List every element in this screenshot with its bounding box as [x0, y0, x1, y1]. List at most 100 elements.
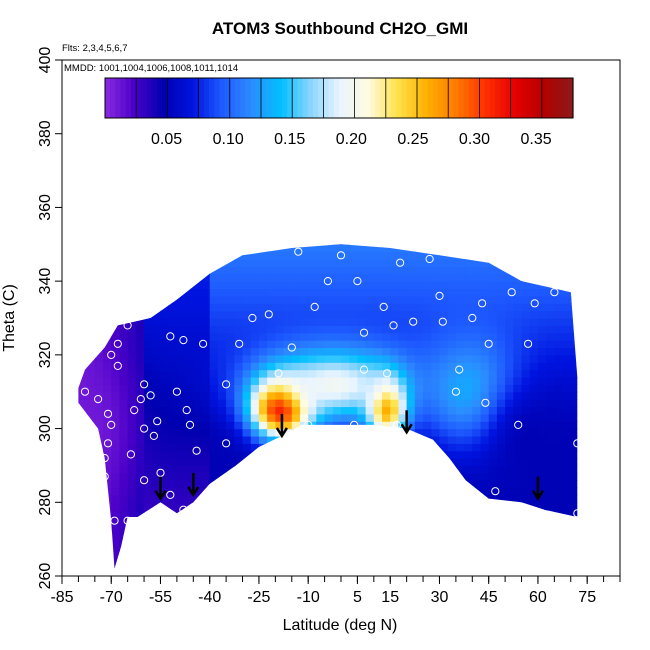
- field-cell: [324, 325, 334, 334]
- field-cell: [546, 406, 555, 415]
- field-cell: [185, 376, 194, 385]
- obs-point: [491, 487, 500, 496]
- field-cell: [562, 413, 572, 422]
- field-cell: [537, 303, 547, 312]
- field-cell: [135, 384, 145, 393]
- colorbar-swatch: [240, 78, 246, 118]
- field-cell: [209, 443, 219, 452]
- field-cell: [562, 325, 572, 334]
- field-cell: [365, 259, 375, 267]
- field-cell: [414, 325, 424, 334]
- colorbar-swatch: [245, 78, 252, 118]
- field-cell: [176, 318, 186, 326]
- field-cell: [423, 295, 432, 304]
- field-cell: [258, 281, 268, 290]
- field-cell: [513, 399, 523, 408]
- field-cell: [349, 273, 359, 282]
- field-cell: [455, 295, 465, 304]
- field-cell: [226, 362, 235, 371]
- field-cell: [185, 369, 194, 378]
- field-cell: [496, 295, 506, 304]
- field-cell: [267, 354, 276, 363]
- field-cell: [299, 266, 309, 275]
- field-cell: [390, 340, 400, 349]
- field-cell: [373, 413, 383, 422]
- field-cell: [472, 332, 482, 341]
- field-cell: [94, 428, 104, 437]
- field-cell: [316, 406, 326, 415]
- field-cell: [250, 413, 260, 422]
- field-cell: [357, 281, 367, 290]
- field-cell: [570, 443, 578, 452]
- field-cell: [554, 310, 564, 319]
- field-cell: [242, 332, 252, 341]
- field-cell: [439, 354, 449, 363]
- field-cell: [176, 487, 186, 496]
- field-cell: [382, 332, 391, 341]
- field-cell: [324, 354, 334, 363]
- colorbar-swatch: [463, 78, 470, 118]
- colorbar-swatch: [427, 78, 434, 118]
- field-cell: [529, 413, 539, 422]
- field-cell: [341, 244, 350, 253]
- field-cell: [464, 340, 473, 349]
- field-cell: [111, 362, 121, 371]
- field-cell: [275, 376, 285, 385]
- field-cell: [464, 273, 473, 282]
- field-cell: [119, 472, 129, 481]
- field-cell: [349, 310, 359, 319]
- obs-point: [396, 258, 405, 267]
- field-cell: [439, 273, 449, 282]
- field-cell: [275, 362, 285, 371]
- field-cell: [185, 347, 194, 356]
- field-cell: [447, 347, 457, 356]
- field-cell: [447, 266, 457, 275]
- field-cell: [464, 310, 473, 319]
- field-cell: [193, 406, 203, 415]
- field-cell: [291, 369, 301, 378]
- field-cell: [168, 347, 178, 356]
- field-cell: [365, 413, 375, 422]
- field-cell: [570, 494, 578, 503]
- field-cell: [135, 480, 145, 489]
- field-cell: [562, 465, 572, 474]
- field-cell: [176, 450, 186, 459]
- field-cell: [226, 281, 235, 290]
- field-cell: [431, 303, 441, 312]
- field-cell: [562, 369, 572, 378]
- field-cell: [546, 376, 555, 385]
- field-cell: [201, 354, 211, 363]
- field-cell: [267, 295, 276, 304]
- field-cell: [258, 369, 268, 378]
- field-cell: [144, 318, 153, 326]
- field-cell: [472, 303, 482, 312]
- field-cell: [382, 251, 391, 260]
- field-cell: [119, 354, 129, 363]
- field-cell: [217, 266, 227, 275]
- field-cell: [201, 428, 211, 437]
- colorbar-swatch: [115, 78, 122, 118]
- field-cell: [488, 413, 498, 422]
- field-cell: [521, 295, 531, 304]
- field-cell: [431, 428, 441, 437]
- field-cell: [382, 325, 391, 334]
- field-cell: [267, 332, 276, 341]
- field-cell: [144, 406, 153, 415]
- field-cell: [275, 303, 285, 312]
- colorbar-swatch: [417, 78, 423, 118]
- field-cell: [316, 295, 326, 304]
- field-cell: [455, 332, 465, 341]
- field-cell: [505, 369, 514, 378]
- field-cell: [324, 369, 334, 378]
- field-cell: [488, 399, 498, 408]
- colorbar-swatch: [469, 78, 475, 118]
- colorbar-swatch: [401, 78, 408, 118]
- field-cell: [185, 340, 194, 349]
- field-cell: [357, 406, 367, 415]
- field-cell: [308, 369, 317, 378]
- field-cell: [185, 384, 194, 393]
- field-cell: [529, 450, 539, 459]
- field-cell: [135, 413, 145, 422]
- field-cell: [562, 399, 572, 408]
- field-cell: [332, 391, 342, 400]
